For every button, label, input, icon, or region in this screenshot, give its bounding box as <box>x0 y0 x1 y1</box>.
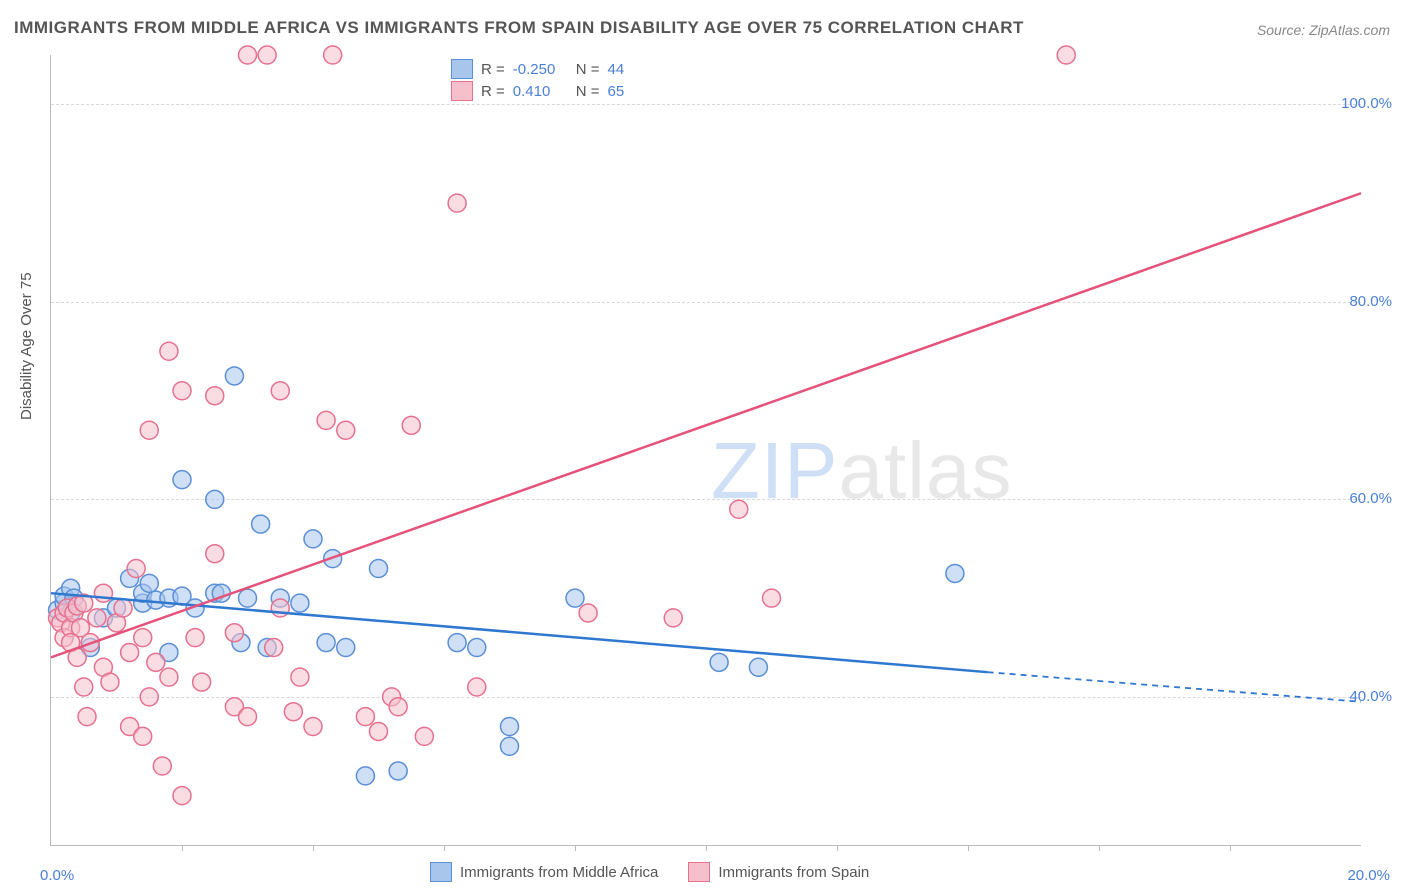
legend-r-value-0: -0.250 <box>513 61 568 78</box>
y-tick-40: 40.0% <box>1349 688 1392 705</box>
chart-svg <box>51 55 1361 845</box>
chart-title: IMMIGRANTS FROM MIDDLE AFRICA VS IMMIGRA… <box>14 18 1024 38</box>
legend-label-0: Immigrants from Middle Africa <box>460 864 658 881</box>
legend-swatch-blue <box>451 59 473 79</box>
legend-r-label: R = <box>481 61 505 78</box>
legend-item-1: Immigrants from Spain <box>688 862 869 882</box>
legend-row-series-0: R = -0.250 N = 44 <box>451 59 624 79</box>
legend-n-label: N = <box>576 61 600 78</box>
chart-plot-area: ZIPatlas R = -0.250 N = 44 R = 0.410 N =… <box>50 55 1361 846</box>
legend-row-series-1: R = 0.410 N = 65 <box>451 81 624 101</box>
legend-swatch-blue <box>430 862 452 882</box>
y-tick-60: 60.0% <box>1349 490 1392 507</box>
series-legend: Immigrants from Middle Africa Immigrants… <box>430 862 869 882</box>
legend-n-value-1: 65 <box>608 83 625 100</box>
x-tick-1: 20.0% <box>1347 867 1390 884</box>
legend-item-0: Immigrants from Middle Africa <box>430 862 658 882</box>
legend-n-label: N = <box>576 83 600 100</box>
y-axis-label: Disability Age Over 75 <box>18 272 35 420</box>
y-tick-80: 80.0% <box>1349 293 1392 310</box>
y-tick-100: 100.0% <box>1341 95 1392 112</box>
legend-r-value-1: 0.410 <box>513 83 568 100</box>
legend-n-value-0: 44 <box>608 61 625 78</box>
source-credit: Source: ZipAtlas.com <box>1257 22 1390 38</box>
legend-swatch-pink <box>451 81 473 101</box>
correlation-legend: R = -0.250 N = 44 R = 0.410 N = 65 <box>451 57 624 103</box>
legend-label-1: Immigrants from Spain <box>718 864 869 881</box>
legend-swatch-pink <box>688 862 710 882</box>
x-tick-0: 0.0% <box>40 867 74 884</box>
legend-r-label: R = <box>481 83 505 100</box>
